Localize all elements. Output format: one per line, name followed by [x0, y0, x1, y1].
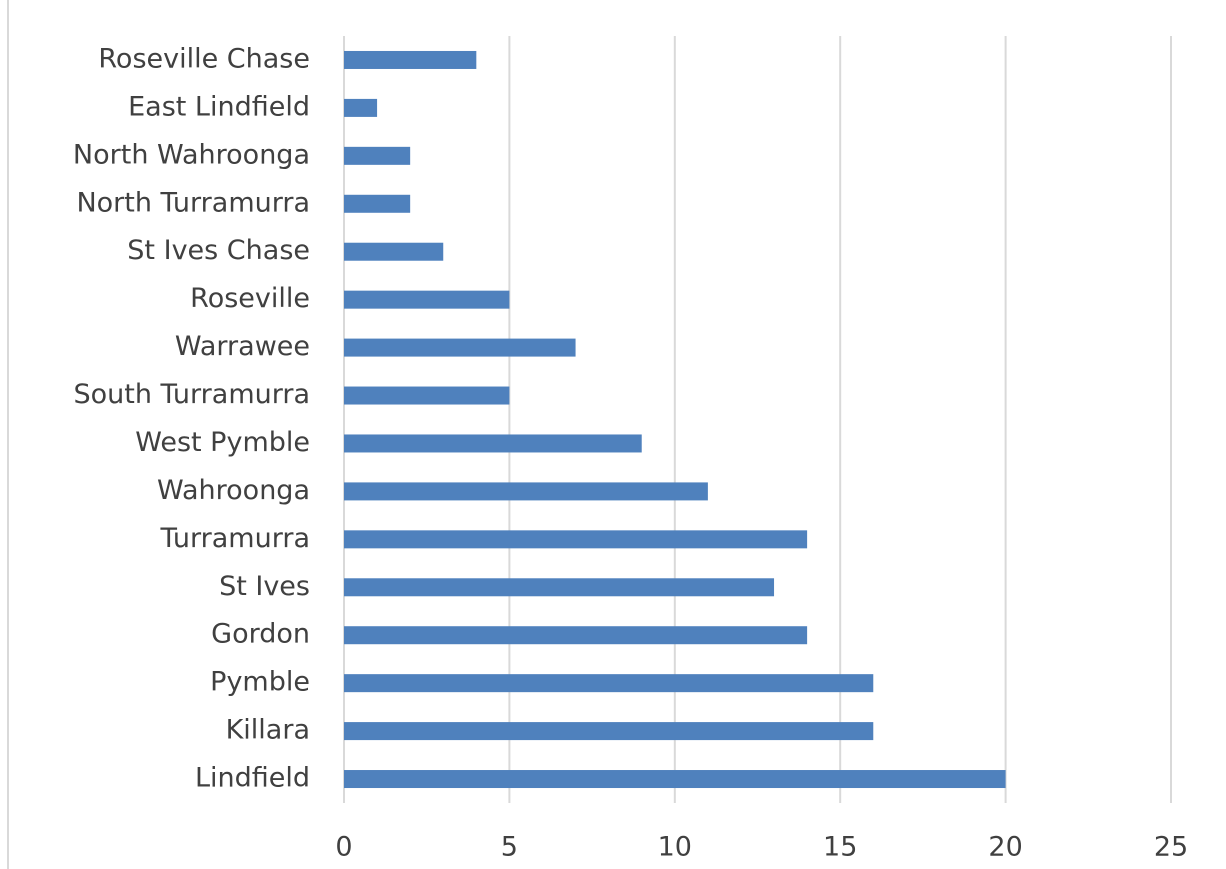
y-tick-label: St Ives — [219, 571, 310, 602]
x-tick-label: 10 — [658, 832, 692, 863]
bar — [344, 194, 411, 213]
bar — [344, 770, 1006, 789]
y-tick-label: Warrawee — [175, 331, 310, 362]
y-tick-label: St Ives Chase — [127, 235, 310, 266]
x-tick-label: 25 — [1154, 832, 1188, 863]
x-tick-label: 20 — [988, 832, 1022, 863]
bar — [344, 242, 444, 261]
bar — [344, 50, 477, 69]
bar — [344, 98, 378, 117]
bar — [344, 434, 642, 453]
bar — [344, 146, 411, 165]
y-tick-label: North Turramurra — [76, 187, 310, 218]
y-tick-label: Gordon — [211, 619, 310, 650]
y-tick-label: North Wahroonga — [73, 139, 310, 170]
bar — [344, 482, 708, 501]
y-tick-label: Wahroonga — [157, 475, 310, 506]
y-tick-label: Lindfield — [195, 763, 310, 794]
x-tick-label: 5 — [501, 832, 518, 863]
x-tick-label: 0 — [335, 832, 352, 863]
y-tick-label: West Pymble — [135, 427, 310, 458]
bar — [344, 674, 874, 693]
y-tick-label: Killara — [226, 715, 310, 746]
x-tick-label: 15 — [823, 832, 857, 863]
bar — [344, 626, 808, 645]
bar — [344, 530, 808, 549]
y-tick-label: Turramurra — [160, 523, 310, 554]
bar — [344, 722, 874, 741]
bar — [344, 386, 510, 405]
bar — [344, 578, 775, 597]
bar — [344, 338, 576, 357]
y-tick-label: Roseville — [190, 283, 310, 314]
bar — [344, 290, 510, 309]
y-tick-label: South Turramurra — [73, 379, 310, 410]
y-tick-label: Pymble — [210, 667, 310, 698]
y-tick-label: East Lindfield — [128, 91, 310, 122]
y-tick-label: Roseville Chase — [98, 43, 310, 74]
